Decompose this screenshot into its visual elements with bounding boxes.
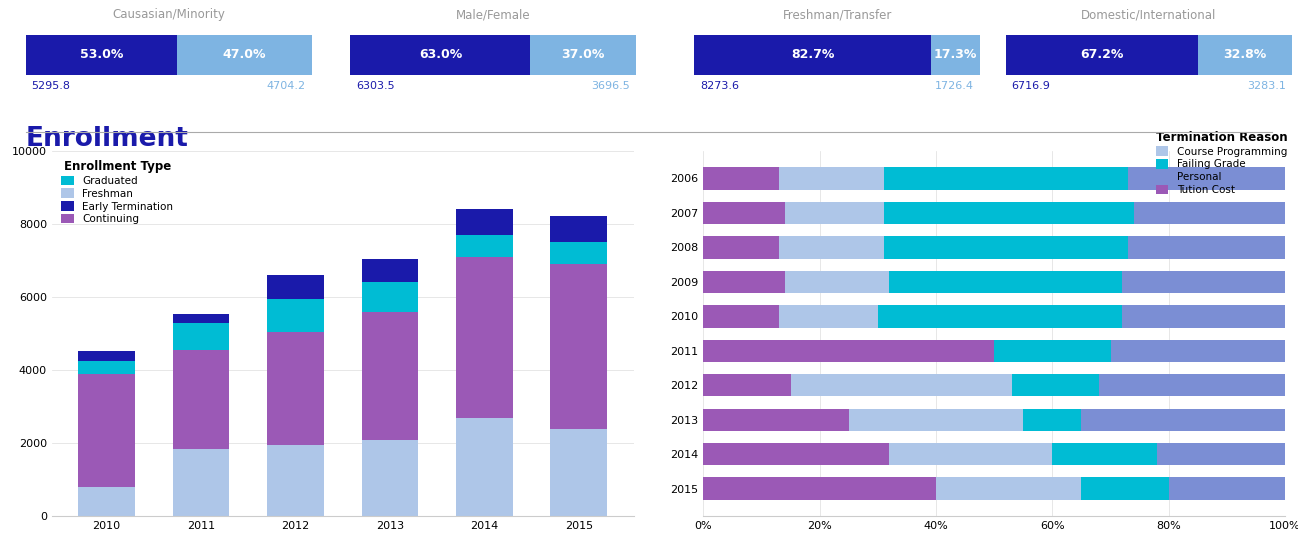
Text: 3696.5: 3696.5 — [592, 81, 631, 91]
Text: 37.0%: 37.0% — [562, 48, 605, 61]
Bar — [704, 443, 889, 465]
Bar — [1111, 339, 1285, 362]
Bar — [785, 271, 889, 293]
Bar — [1081, 408, 1285, 431]
Bar — [889, 271, 1123, 293]
Bar — [531, 34, 636, 75]
Bar — [173, 449, 230, 516]
Bar — [884, 202, 1133, 224]
Text: 67.2%: 67.2% — [1080, 48, 1124, 61]
Bar — [173, 314, 230, 323]
Bar — [456, 417, 513, 516]
Bar — [26, 34, 178, 75]
Bar — [1123, 271, 1285, 293]
Bar — [1099, 374, 1285, 397]
Bar — [704, 202, 785, 224]
Bar — [350, 34, 531, 75]
Bar — [849, 408, 1023, 431]
Bar — [779, 236, 884, 259]
Bar — [550, 264, 607, 429]
Bar — [1133, 202, 1285, 224]
Bar — [694, 34, 931, 75]
Bar — [1198, 34, 1292, 75]
Bar — [173, 323, 230, 350]
Bar — [456, 257, 513, 417]
Text: Freshman/Transfer: Freshman/Transfer — [783, 8, 892, 21]
Text: 1726.4: 1726.4 — [936, 81, 975, 91]
Bar — [1023, 408, 1081, 431]
Bar — [362, 282, 418, 312]
Bar — [1123, 305, 1285, 328]
Bar — [704, 477, 936, 500]
Bar — [78, 361, 135, 374]
Text: 63.0%: 63.0% — [419, 48, 462, 61]
Bar — [704, 236, 779, 259]
Text: 53.0%: 53.0% — [80, 48, 123, 61]
Bar — [362, 440, 418, 516]
Text: Causasian/Minority: Causasian/Minority — [113, 8, 225, 21]
Bar — [267, 445, 324, 516]
Bar — [178, 34, 312, 75]
Text: Enrollment: Enrollment — [26, 126, 188, 152]
Bar — [1053, 443, 1157, 465]
Bar — [550, 242, 607, 264]
Legend: Course Programming, Failing Grade, Personal, Tution Cost: Course Programming, Failing Grade, Perso… — [1151, 126, 1292, 199]
Bar — [362, 312, 418, 440]
Legend: Graduated, Freshman, Early Termination, Continuing: Graduated, Freshman, Early Termination, … — [57, 156, 178, 229]
Bar — [1157, 443, 1285, 465]
Bar — [1006, 34, 1198, 75]
Text: 82.7%: 82.7% — [790, 48, 835, 61]
Text: 8273.6: 8273.6 — [700, 81, 739, 91]
Bar — [889, 443, 1053, 465]
Text: 5295.8: 5295.8 — [31, 81, 70, 91]
Text: 47.0%: 47.0% — [223, 48, 266, 61]
Bar — [456, 235, 513, 257]
Bar — [78, 374, 135, 487]
Bar — [704, 167, 779, 190]
Bar — [785, 202, 884, 224]
Bar — [704, 339, 994, 362]
Bar — [994, 339, 1111, 362]
Bar — [78, 351, 135, 361]
Bar — [267, 275, 324, 299]
Bar — [173, 350, 230, 449]
Bar — [779, 305, 877, 328]
Bar — [931, 34, 980, 75]
Bar — [362, 259, 418, 282]
Text: 3283.1: 3283.1 — [1247, 81, 1286, 91]
Text: 4704.2: 4704.2 — [266, 81, 306, 91]
Text: 17.3%: 17.3% — [933, 48, 977, 61]
Bar — [936, 477, 1081, 500]
Bar — [1168, 477, 1285, 500]
Bar — [779, 167, 884, 190]
Bar — [550, 216, 607, 242]
Bar — [267, 332, 324, 445]
Text: Male/Female: Male/Female — [456, 8, 531, 21]
Bar — [1128, 167, 1285, 190]
Bar — [456, 209, 513, 235]
Bar — [884, 167, 1128, 190]
Text: 6716.9: 6716.9 — [1011, 81, 1050, 91]
Bar — [790, 374, 1011, 397]
Bar — [704, 408, 849, 431]
Text: Domestic/International: Domestic/International — [1081, 8, 1216, 21]
Text: 32.8%: 32.8% — [1223, 48, 1267, 61]
Bar — [704, 305, 779, 328]
Bar — [704, 374, 790, 397]
Bar — [1128, 236, 1285, 259]
Bar — [1011, 374, 1099, 397]
Bar — [1081, 477, 1168, 500]
Bar — [550, 429, 607, 516]
Bar — [884, 236, 1128, 259]
Text: 6303.5: 6303.5 — [356, 81, 395, 91]
Bar — [704, 271, 785, 293]
Bar — [267, 299, 324, 332]
Bar — [877, 305, 1123, 328]
Bar — [78, 487, 135, 516]
